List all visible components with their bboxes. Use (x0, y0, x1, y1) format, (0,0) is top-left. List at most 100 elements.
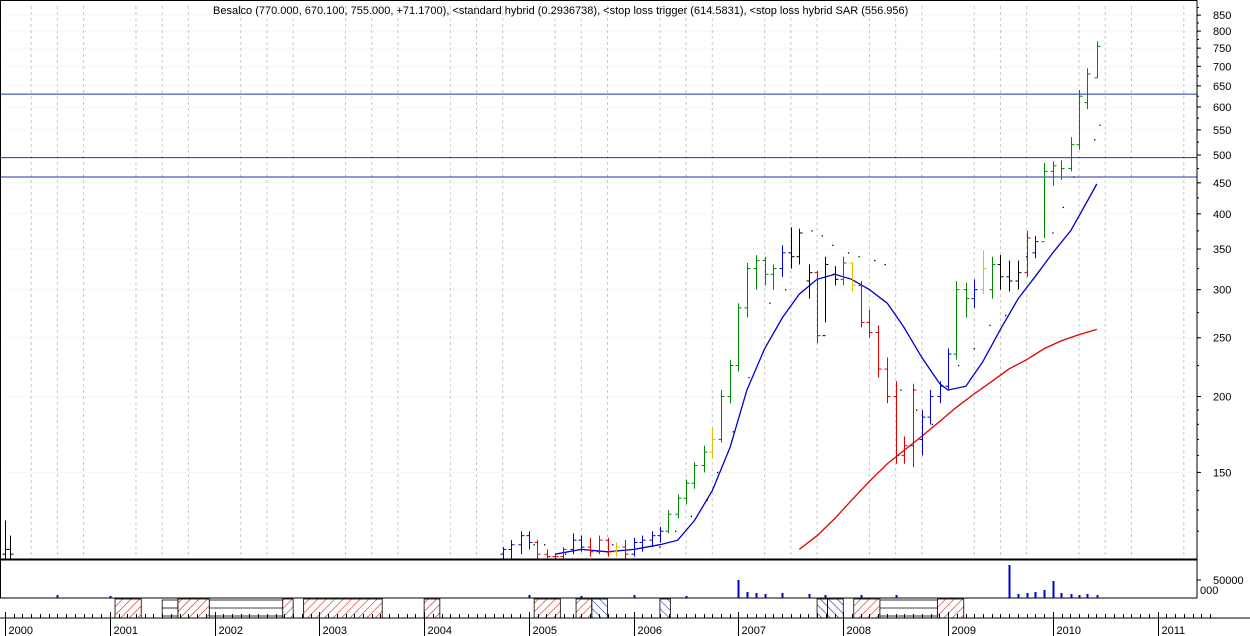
ohlc-bar (919, 410, 926, 456)
ohlc-bar (709, 427, 716, 459)
hatched-region (575, 598, 593, 619)
ohlc-bar (1084, 68, 1091, 110)
ohlc-bar (980, 250, 987, 295)
ohlc-bar (779, 245, 786, 277)
ohlc-bar (1094, 41, 1101, 79)
y-tick-label: 200 (1213, 392, 1231, 404)
ohlc-bar (1076, 89, 1083, 150)
x-tick-label: 2011 (1162, 625, 1186, 636)
sar-dot (1026, 256, 1028, 258)
ohlc-bar (657, 526, 664, 543)
ohlc-bar (945, 348, 952, 391)
ohlc-bar (762, 256, 769, 286)
ohlc-bar (814, 271, 821, 344)
ohlc-bar (849, 262, 856, 292)
sar-dot (785, 289, 787, 291)
sar-dot (1073, 176, 1075, 178)
ohlc-bar (866, 309, 873, 338)
sar-dot (1062, 206, 1065, 209)
sar-dot (811, 230, 813, 232)
sar-dot (769, 302, 771, 304)
ohlc-bar (691, 462, 698, 489)
sar-dot (544, 544, 546, 546)
ohlc-bar (518, 531, 525, 555)
ohlc-bar (526, 531, 533, 550)
ohlc-bar (1032, 235, 1039, 259)
ohlc-bar (649, 531, 656, 548)
ohlc-bar (735, 303, 742, 372)
ohlc-bar (552, 554, 559, 559)
ohlc-bar (927, 390, 934, 425)
ohlc-bar (1068, 137, 1075, 172)
sar-dot (874, 259, 876, 262)
ohlc-bar (675, 494, 682, 519)
y-tick-label: 350 (1213, 244, 1231, 256)
ohlc-bar (1050, 161, 1057, 186)
ohlc-bar (840, 256, 847, 286)
hatched-region (303, 598, 383, 619)
y-tick-label: 500 (1213, 150, 1231, 162)
sar-dot (847, 252, 850, 254)
chart-title: Besalco (770.000, 670.100, 755.000, +71.… (213, 5, 908, 17)
ohlc-bar (508, 540, 515, 559)
signal-strip (114, 598, 965, 619)
y-tick-label: 850 (1213, 10, 1231, 22)
ohlc-bar (963, 282, 970, 318)
ohlc-bar (806, 264, 813, 299)
ohlc-bar (1058, 160, 1065, 180)
ohlc-bar (937, 381, 944, 404)
ohlc-bar (570, 533, 577, 555)
hatched-region (114, 598, 142, 619)
ohlc-bar (613, 542, 620, 557)
sar-dot (858, 256, 860, 258)
sar-dot (675, 530, 677, 532)
x-tick-label: 2002 (219, 625, 243, 636)
x-tick-label: 2010 (1057, 625, 1081, 636)
ohlc-bar (1015, 260, 1022, 290)
moving-average-blue (554, 183, 1098, 555)
ohlc-bar (822, 256, 829, 337)
ohlc-bar (1041, 163, 1048, 243)
grid (5, 6, 1197, 559)
volume-frame (0, 559, 1198, 599)
sar-dot (659, 546, 661, 548)
ohlc-bar (560, 547, 567, 559)
y-tick-label: 700 (1213, 61, 1231, 73)
ohlc-bar (631, 537, 638, 557)
x-tick-label: 2009 (952, 625, 976, 636)
sar-dot (690, 515, 693, 517)
y-tick-label: 600 (1213, 102, 1231, 114)
sar-dot (748, 376, 750, 379)
y-tick-label: 550 (1213, 125, 1231, 137)
hatched-region (937, 598, 965, 619)
ohlc-bar (639, 535, 646, 552)
sar-dot (884, 263, 886, 266)
ohlc-bar (953, 281, 960, 360)
ohlc-bar (587, 537, 594, 557)
volume-tick-label: 50000 (1213, 575, 1244, 587)
hatched-region (816, 598, 828, 619)
x-tick-label: 2006 (638, 625, 662, 636)
ohlc-bar (727, 359, 734, 404)
blue-line-series (554, 183, 1098, 555)
ohlc-bar (1006, 260, 1013, 292)
ohlc-bar (796, 228, 803, 265)
sar-dot (716, 471, 719, 474)
ohlc-bar (578, 535, 585, 552)
sar-dot (900, 389, 902, 391)
sar-dot (821, 235, 824, 237)
ohlc-bar (884, 357, 891, 404)
moving-average-red (798, 328, 1097, 550)
ohlc-bar (832, 266, 839, 286)
ohlc-bar (901, 436, 908, 464)
ohlc-bar (544, 549, 551, 559)
sar-dot (832, 244, 834, 247)
x-tick-label: 2003 (323, 625, 347, 636)
ohlc-bar (701, 445, 708, 473)
sar-dot (564, 553, 567, 555)
ohlc-bar (893, 381, 900, 464)
y-tick-label: 400 (1213, 209, 1231, 221)
